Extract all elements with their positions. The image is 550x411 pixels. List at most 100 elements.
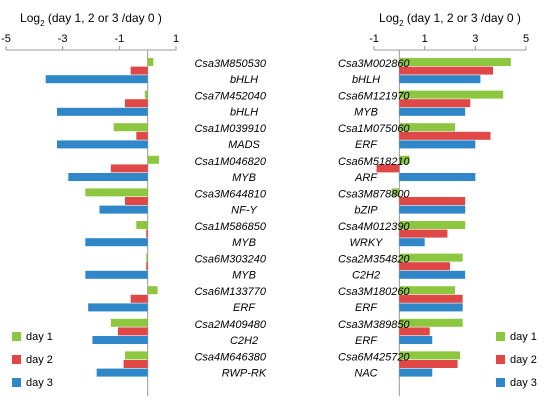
x-tick-label: 1 <box>422 33 428 45</box>
bar-day2-Csa6M303240 <box>146 262 148 271</box>
x-tick-label: 5 <box>523 33 529 45</box>
bar-day3-Csa3M878800 <box>399 205 466 214</box>
gene-id-label: Csa6M133770 <box>194 286 266 298</box>
bar-day2-Csa6M133770 <box>130 294 148 303</box>
bar-day1-Csa1M586850 <box>136 221 148 229</box>
bar-day1-Csa6M133770 <box>147 286 158 295</box>
bar-day3-Csa3M644810 <box>99 205 148 214</box>
gene-family-label: NF-Y <box>231 204 257 216</box>
bar-day3-Csa6M133770 <box>88 303 148 312</box>
gene-id-label: Csa3M002860 <box>338 58 410 70</box>
bar-day3-Csa7M452040 <box>57 107 148 116</box>
legend-swatch-day1 <box>12 332 21 341</box>
legend-swatch-day2 <box>12 355 21 364</box>
gene-family-label: MYB <box>354 107 378 119</box>
bar-day2-Csa3M644810 <box>125 197 148 205</box>
gene-id-label: Csa2M409480 <box>194 319 266 331</box>
legend-label: day 2 <box>510 354 537 366</box>
bar-day3-Csa3M002860 <box>399 75 481 84</box>
legend-label: day 3 <box>510 377 537 389</box>
bar-day2-Csa2M354820 <box>399 262 450 271</box>
gene-family-label: MYB <box>232 237 256 249</box>
gene-family-label: MYB <box>232 172 256 184</box>
legend-swatch-day1 <box>496 332 505 341</box>
gene-id-label: Csa6M425720 <box>338 351 410 363</box>
bar-day2-Csa1M075060 <box>399 131 491 140</box>
gene-id-label: Csa6M303240 <box>194 254 266 266</box>
bar-day1-Csa6M303240 <box>146 253 148 262</box>
gene-id-label: Csa1M075060 <box>338 123 410 135</box>
gene-family-label: WRKY <box>350 237 384 249</box>
legend-swatch-day2 <box>496 355 505 364</box>
gene-id-label: Csa1M046820 <box>194 156 266 168</box>
axis-title: Log2 (day 1, 2 or 3 /day 0 ) <box>20 11 162 28</box>
gene-id-label: Csa3M850530 <box>194 58 266 70</box>
bar-day2-Csa1M586850 <box>146 229 148 238</box>
bar-day3-Csa1M039910 <box>57 140 148 149</box>
bar-day1-Csa1M046820 <box>147 155 159 164</box>
bar-day2-Csa4M646380 <box>123 360 148 368</box>
bar-day2-Csa2M409480 <box>117 327 148 336</box>
bar-day3-Csa6M121970 <box>399 107 466 116</box>
bar-day2-Csa3M002860 <box>399 66 494 75</box>
gene-family-label: C2H2 <box>352 270 380 282</box>
gene-family-label: ERF <box>233 302 256 314</box>
gene-id-label: Csa4M646380 <box>194 351 266 363</box>
bar-day1-Csa6M518210 <box>399 155 410 164</box>
left-panel: Log2 (day 1, 2 or 3 /day 0 ) -5 -3 -1 1 Csa3M… <box>1 11 267 396</box>
x-tick-label: -3 <box>58 33 68 45</box>
gene-id-label: Csa3M644810 <box>194 188 266 200</box>
legend-label: day 1 <box>510 331 537 343</box>
legend-label: day 2 <box>26 354 53 366</box>
gene-family-label: MYB <box>232 270 256 282</box>
bar-day2-Csa3M389850 <box>399 327 430 336</box>
bar-day1-Csa2M409480 <box>110 318 148 327</box>
bar-day2-Csa4M012390 <box>399 229 448 238</box>
bar-day1-Csa3M180260 <box>399 286 456 295</box>
bar-day1-Csa7M452040 <box>144 90 148 99</box>
gene-family-label: C2H2 <box>230 335 258 347</box>
gene-family-label: bHLH <box>230 74 258 86</box>
x-tick-label: -5 <box>1 33 11 45</box>
gene-id-label: Csa1M039910 <box>194 123 266 135</box>
bar-day2-Csa1M039910 <box>136 131 148 140</box>
bar-day3-Csa2M409480 <box>92 336 148 344</box>
bar-day3-Csa3M389850 <box>399 336 433 344</box>
gene-family-label: MADS <box>228 139 260 151</box>
legend-label: day 3 <box>26 377 53 389</box>
gene-family-label: ERF <box>355 335 378 347</box>
bar-day2-Csa6M121970 <box>399 99 471 108</box>
legend-swatch-day3 <box>496 378 505 387</box>
gene-id-label: Csa3M389850 <box>338 319 410 331</box>
gene-family-label: NAC <box>354 367 377 379</box>
legend-swatch-day3 <box>12 378 21 387</box>
bar-day3-Csa1M046820 <box>68 173 148 181</box>
gene-family-label: bHLH <box>352 74 380 86</box>
gene-id-label: Csa1M586850 <box>194 221 266 233</box>
gene-family-label: ERF <box>355 139 378 151</box>
bar-day2-Csa6M425720 <box>399 360 458 368</box>
bar-day3-Csa4M646380 <box>96 368 148 377</box>
gene-id-label: Csa6M518210 <box>338 156 410 168</box>
bar-day3-Csa6M518210 <box>399 173 476 181</box>
bar-day3-Csa2M354820 <box>399 270 466 279</box>
bar-day1-Csa1M039910 <box>113 123 148 132</box>
gene-id-label: Csa2M354820 <box>338 254 410 266</box>
bar-day3-Csa1M586850 <box>85 238 148 247</box>
gene-family-label: ERF <box>355 302 378 314</box>
x-tick-label: 1 <box>173 33 179 45</box>
gene-id-label: Csa3M878800 <box>338 188 410 200</box>
bar-day1-Csa4M012390 <box>399 221 466 229</box>
gene-family-label: bZIP <box>354 204 378 216</box>
gene-id-label: Csa4M012390 <box>338 221 410 233</box>
bar-day3-Csa3M850530 <box>45 75 148 84</box>
x-tick-label: -1 <box>369 33 379 45</box>
bar-day1-Csa3M644810 <box>85 188 148 197</box>
bar-day3-Csa1M075060 <box>399 140 476 149</box>
bar-day1-Csa3M878800 <box>391 188 400 197</box>
bar-day2-Csa3M180260 <box>399 294 463 303</box>
legend-label: day 1 <box>26 331 53 343</box>
gene-id-label: Csa3M180260 <box>338 286 410 298</box>
bar-day1-Csa3M002860 <box>399 58 511 66</box>
